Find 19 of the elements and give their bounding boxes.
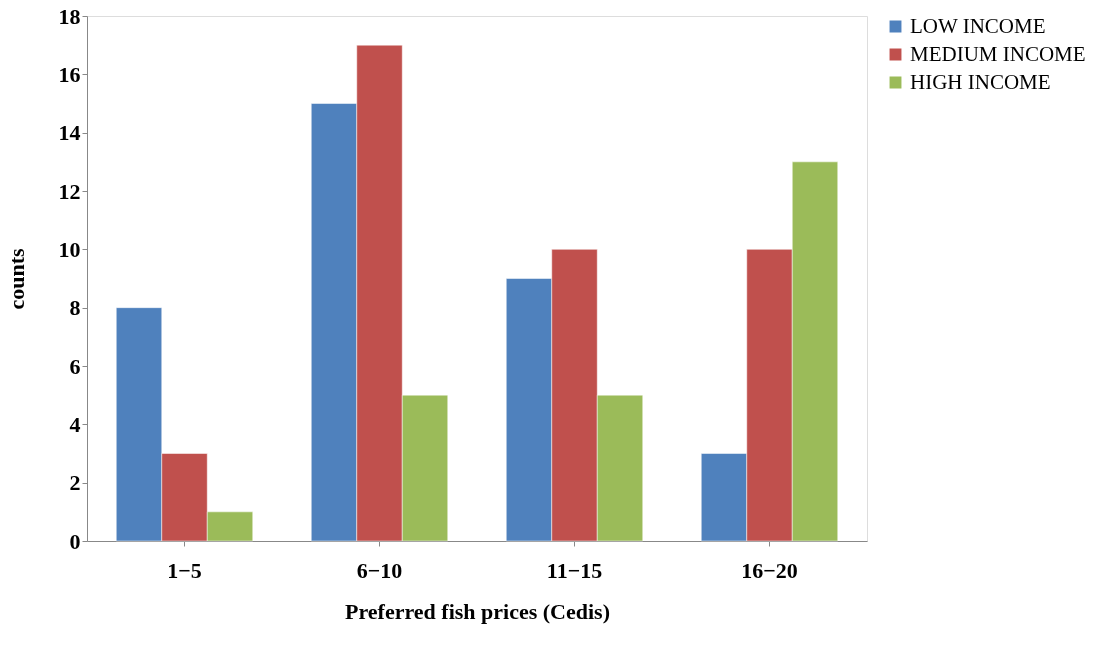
- y-tick-label: 6: [69, 353, 81, 379]
- y-tick-label: 18: [58, 3, 81, 29]
- legend-label: MEDIUM INCOME: [910, 41, 1086, 66]
- y-tick-label: 16: [58, 61, 81, 87]
- y-axis-title: counts: [3, 248, 29, 310]
- x-tick-label: 1−5: [167, 557, 202, 583]
- y-tick-label: 12: [58, 178, 81, 204]
- y-tick-label: 10: [58, 236, 81, 262]
- x-axis-title: Preferred fish prices (Cedis): [345, 598, 610, 624]
- y-tick-label: 8: [69, 295, 81, 321]
- x-tick-label: 11−15: [546, 557, 603, 583]
- y-tick-label: 2: [69, 470, 81, 496]
- x-tick-label: 6−10: [356, 557, 403, 583]
- y-tick-label: 4: [69, 411, 81, 437]
- y-tick-label: 0: [69, 528, 81, 554]
- legend-label: HIGH INCOME: [910, 69, 1051, 94]
- x-tick-label: 16−20: [741, 557, 798, 583]
- legend-label: LOW INCOME: [910, 13, 1046, 38]
- y-tick-label: 14: [58, 120, 81, 146]
